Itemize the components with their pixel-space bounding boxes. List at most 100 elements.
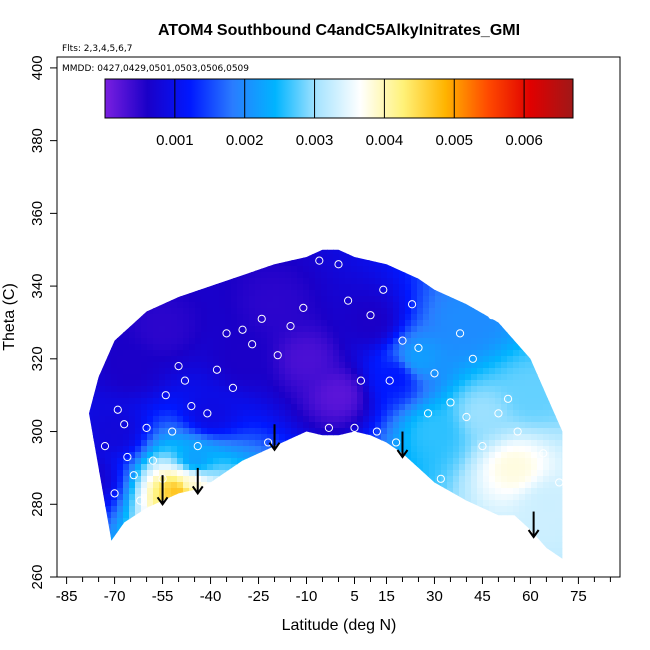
heatmap-cell: [363, 278, 370, 285]
heatmap-cell: [249, 356, 256, 363]
heatmap-cell: [435, 470, 442, 477]
heatmap-cell: [501, 320, 508, 327]
heatmap-cell: [219, 398, 226, 405]
heatmap-cell: [309, 476, 316, 483]
heatmap-cell: [567, 530, 574, 537]
heatmap-cell: [159, 254, 166, 261]
heatmap-cell: [111, 560, 118, 567]
heatmap-cell: [447, 332, 454, 339]
heatmap-cell: [195, 326, 202, 333]
heatmap-cell: [531, 500, 538, 507]
heatmap-cell: [345, 254, 352, 261]
heatmap-cell: [225, 314, 232, 321]
heatmap-cell: [105, 560, 112, 567]
heatmap-cell: [153, 338, 160, 345]
heatmap-cell: [327, 249, 334, 255]
heatmap-cell: [297, 548, 304, 555]
heatmap-cell: [171, 302, 178, 309]
heatmap-cell: [405, 572, 412, 579]
heatmap-cell: [495, 404, 502, 411]
heatmap-cell: [69, 416, 76, 423]
heatmap-cell: [501, 560, 508, 567]
heatmap-cell: [543, 560, 550, 567]
heatmap-cell: [231, 476, 238, 483]
heatmap-cell: [225, 482, 232, 489]
heatmap-cell: [489, 470, 496, 477]
heatmap-cell: [549, 314, 556, 321]
heatmap-cell: [141, 242, 148, 249]
heatmap-cell: [327, 542, 334, 549]
heatmap-cell: [177, 254, 184, 261]
heatmap-cell: [207, 362, 214, 369]
heatmap-cell: [57, 380, 64, 387]
heatmap-cell: [357, 314, 364, 321]
heatmap-cell: [165, 236, 172, 243]
heatmap-cell: [57, 566, 64, 573]
heatmap-cell: [363, 452, 370, 459]
heatmap-cell: [483, 272, 490, 279]
heatmap-cell: [387, 302, 394, 309]
heatmap-cell: [537, 560, 544, 567]
heatmap-cell: [171, 260, 178, 267]
heatmap-cell: [555, 548, 562, 555]
heatmap-cell: [81, 404, 88, 411]
heatmap-cell: [537, 500, 544, 507]
heatmap-cell: [483, 249, 490, 255]
heatmap-cell: [117, 530, 124, 537]
heatmap-cell: [309, 572, 316, 579]
heatmap-cell: [423, 470, 430, 477]
heatmap-cell: [231, 470, 238, 477]
heatmap-cell: [537, 488, 544, 495]
heatmap-cell: [411, 368, 418, 375]
heatmap-cell: [291, 296, 298, 303]
heatmap-cell: [255, 554, 262, 559]
heatmap-cell: [123, 278, 130, 285]
heatmap-cell: [147, 572, 154, 579]
heatmap-cell: [219, 338, 226, 345]
heatmap-cell: [369, 542, 376, 549]
heatmap-cell: [177, 488, 184, 495]
heatmap-cell: [555, 518, 562, 525]
heatmap-cell: [231, 398, 238, 405]
heatmap-cell: [111, 350, 118, 357]
heatmap-cell: [447, 428, 454, 435]
heatmap-cell: [135, 380, 142, 387]
heatmap-cell: [555, 332, 562, 339]
heatmap-cell: [249, 548, 256, 555]
heatmap-cell: [459, 260, 466, 267]
heatmap-cell: [447, 506, 454, 513]
heatmap-cell: [171, 398, 178, 405]
heatmap-cell: [225, 398, 232, 405]
heatmap-cell: [57, 440, 64, 447]
heatmap-cell: [393, 458, 400, 465]
heatmap-cell: [285, 368, 292, 375]
heatmap-cell: [351, 446, 358, 453]
heatmap-cell: [279, 458, 286, 465]
heatmap-cell: [471, 476, 478, 483]
heatmap-cell: [507, 338, 514, 345]
heatmap-cell: [519, 398, 526, 405]
heatmap-cell: [129, 249, 136, 255]
heatmap-cell: [249, 332, 256, 339]
heatmap-cell: [363, 374, 370, 381]
heatmap-cell: [429, 350, 436, 357]
heatmap-cell: [387, 566, 394, 573]
heatmap-cell: [303, 362, 310, 369]
heatmap-cell: [285, 446, 292, 453]
heatmap-cell: [381, 236, 388, 243]
heatmap-cell: [237, 266, 244, 273]
heatmap-cell: [243, 404, 250, 411]
heatmap-cell: [543, 230, 550, 237]
heatmap-cell: [171, 416, 178, 423]
heatmap-cell: [363, 566, 370, 573]
heatmap-cell: [513, 482, 520, 489]
heatmap-cell: [57, 296, 64, 303]
heatmap-cell: [201, 344, 208, 351]
heatmap-cell: [525, 512, 532, 519]
heatmap-cell: [423, 290, 430, 297]
heatmap-cell: [489, 560, 496, 567]
heatmap-cell: [195, 314, 202, 321]
heatmap-cell: [273, 236, 280, 243]
heatmap-cell: [255, 392, 262, 399]
heatmap-cell: [69, 518, 76, 525]
